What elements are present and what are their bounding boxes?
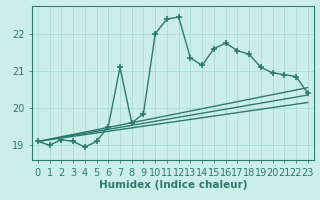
X-axis label: Humidex (Indice chaleur): Humidex (Indice chaleur)	[99, 180, 247, 190]
